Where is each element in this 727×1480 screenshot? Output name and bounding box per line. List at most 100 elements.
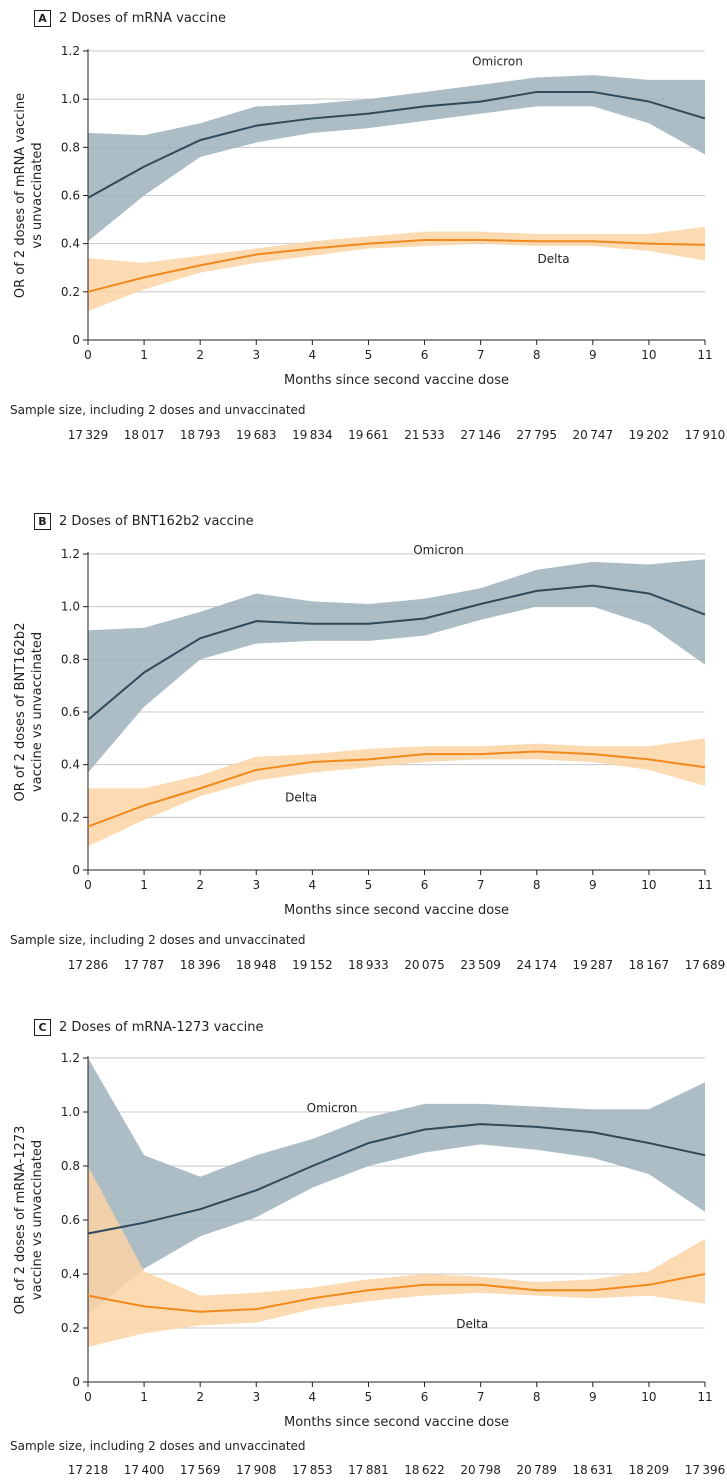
delta-line: [87, 750, 706, 828]
y-tick-label: 1.2: [61, 547, 80, 561]
x-axis-title: Months since second vaccine dose: [284, 373, 509, 388]
sample-size-value: 27 146: [460, 428, 501, 442]
y-tick-label: 1.0: [61, 92, 80, 106]
delta-confidence-band: [88, 226, 705, 312]
sample-size-label: Sample size, including 2 doses and unvac…: [10, 403, 306, 417]
sample-size-value: 18 622: [404, 1463, 445, 1477]
x-tick-label: 0: [84, 878, 92, 892]
sample-size-value: 18 933: [348, 958, 389, 972]
omicron-confidence-band: [88, 1058, 705, 1315]
y-tick-label: 1.0: [61, 600, 80, 614]
x-tick-label: 9: [589, 1390, 597, 1404]
x-tick-label: 7: [477, 878, 485, 892]
x-tick-label: 6: [421, 348, 429, 362]
x-tick-label: 3: [252, 878, 260, 892]
y-tick-label: 0.2: [61, 285, 80, 299]
sample-size-value: 18 167: [628, 958, 670, 972]
x-tick-label: 0: [84, 1390, 92, 1404]
sample-size-value: 18 209: [628, 1463, 670, 1477]
x-tick-label: 4: [309, 348, 317, 362]
panel-title: 2 Doses of BNT162b2 vaccine: [59, 514, 254, 529]
delta-line: [87, 1273, 706, 1313]
x-tick-label: 8: [533, 1390, 541, 1404]
series-annotation: Omicron: [413, 543, 464, 557]
sample-size-value: 19 287: [572, 958, 614, 972]
x-tick-label: 1: [140, 1390, 148, 1404]
sample-size-value: 17 787: [123, 958, 165, 972]
y-tick-label: 1.2: [61, 44, 80, 58]
y-axis-title: OR of 2 doses of mRNA vaccine vs unvaccin…: [13, 93, 45, 298]
series-annotation: Delta: [456, 1317, 488, 1331]
sample-size-label: Sample size, including 2 doses and unvac…: [10, 933, 306, 947]
sample-size-value: 23 509: [460, 958, 501, 972]
x-tick-label: 10: [641, 1390, 656, 1404]
panel-letter: B: [34, 513, 51, 530]
y-tick-label: 1.0: [61, 1105, 80, 1119]
sample-size-value: 24 174: [516, 958, 558, 972]
sample-size-row: 17 286 17 787 18 396 18 948 19 152 18 933 20 0…: [0, 958, 727, 974]
omicron-line: [87, 584, 706, 721]
chart-b: 0 0.2 0.4 0.6 0.8 1.0 1.2 0 1 2 3 4 5 6 7 8 9 10 11 Months …: [13, 543, 713, 918]
panel-c: C 2 Doses of mRNA-1273 vaccine 0 0.2 0.4 0.…: [0, 1009, 727, 1480]
series-annotation: Delta: [538, 252, 570, 266]
sample-size-value: 17 569: [179, 1463, 221, 1477]
sample-size-value: 17 853: [292, 1463, 333, 1477]
delta-line: [87, 239, 706, 293]
y-tick-label: 0: [72, 333, 80, 347]
y-tick-label: 0.8: [61, 140, 80, 154]
y-tick-label: 0: [72, 863, 80, 877]
y-tick-label: 0.4: [61, 1267, 80, 1281]
sample-size-value: 19 152: [292, 958, 333, 972]
x-tick-label: 10: [641, 878, 656, 892]
panel-header: B 2 Doses of BNT162b2 vaccine: [34, 513, 254, 530]
sample-size-value: 18 631: [572, 1463, 614, 1477]
sample-size-value: 20 075: [404, 958, 445, 972]
sample-size-value: 20 798: [460, 1463, 501, 1477]
y-axis-title-line: OR of 2 doses of mRNA-1273: [13, 1126, 28, 1315]
delta-confidence-band: [88, 738, 705, 847]
y-axis-title-line: vs unvaccinated: [30, 142, 45, 248]
sample-size-value: 17 329: [67, 428, 109, 442]
y-tick-label: 0.6: [61, 189, 80, 203]
x-tick-label: 11: [697, 878, 712, 892]
series-annotation: Omicron: [472, 54, 523, 68]
x-tick-label: 5: [365, 878, 373, 892]
x-tick-label: 11: [697, 1390, 712, 1404]
x-tick-label: 9: [589, 348, 597, 362]
panel-header: C 2 Doses of mRNA-1273 vaccine: [34, 1019, 263, 1036]
sample-size-value: 17 218: [67, 1463, 109, 1477]
y-axis-title: OR of 2 doses of mRNA-1273 vaccine vs unv…: [13, 1126, 45, 1315]
y-axis-title-line: vaccine vs unvaccinated: [30, 1140, 45, 1300]
delta-confidence-band: [88, 1166, 705, 1347]
x-tick-label: 0: [84, 348, 92, 362]
panel-letter: A: [34, 10, 51, 27]
sample-size-value: 17 400: [123, 1463, 165, 1477]
sample-size-label: Sample size, including 2 doses and unvac…: [10, 1439, 306, 1453]
sample-size-value: 17 286: [67, 958, 109, 972]
x-tick-label: 2: [196, 878, 204, 892]
y-tick-label: 0.8: [61, 1159, 80, 1173]
sample-size-value: 18 948: [235, 958, 277, 972]
sample-size-row: 17 218 17 400 17 569 17 908 17 853 17 881 18 6…: [0, 1463, 727, 1479]
y-tick-label: 0.2: [61, 1321, 80, 1335]
x-tick-label: 1: [140, 348, 148, 362]
sample-size-value: 27 795: [516, 428, 558, 442]
y-axis-title-line: vaccine vs unvaccinated: [30, 632, 45, 792]
sample-size-value: 17 908: [235, 1463, 277, 1477]
panel-b: B 2 Doses of BNT162b2 vaccine 0 0.2 0.4 0.6…: [0, 503, 727, 978]
series-annotation: Delta: [285, 791, 317, 805]
chart-a: 0 0.2 0.4 0.6 0.8 1.0 1.2 0 1 2 3 4 5 6 7 8 9 10 11 Months …: [13, 44, 713, 388]
sample-size-row: 17 329 18 017 18 793 19 683 19 834 19 661 21 5…: [0, 428, 727, 444]
sample-size-value: 17 881: [348, 1463, 389, 1477]
y-tick-label: 0.4: [61, 758, 80, 772]
sample-size-value: 20 789: [516, 1463, 558, 1477]
series-annotation: Omicron: [307, 1101, 358, 1115]
chart-c: 0 0.2 0.4 0.6 0.8 1.0 1.2 0 1 2 3 4 5 6 7 8 9 10 11 Months …: [13, 1051, 713, 1430]
x-tick-label: 5: [365, 348, 373, 362]
x-tick-label: 4: [309, 878, 317, 892]
sample-size-value: 21 533: [404, 428, 445, 442]
y-tick-label: 0: [72, 1375, 80, 1389]
x-tick-label: 6: [421, 1390, 429, 1404]
panel-title: 2 Doses of mRNA-1273 vaccine: [59, 1020, 264, 1035]
sample-size-value: 18 017: [123, 428, 165, 442]
